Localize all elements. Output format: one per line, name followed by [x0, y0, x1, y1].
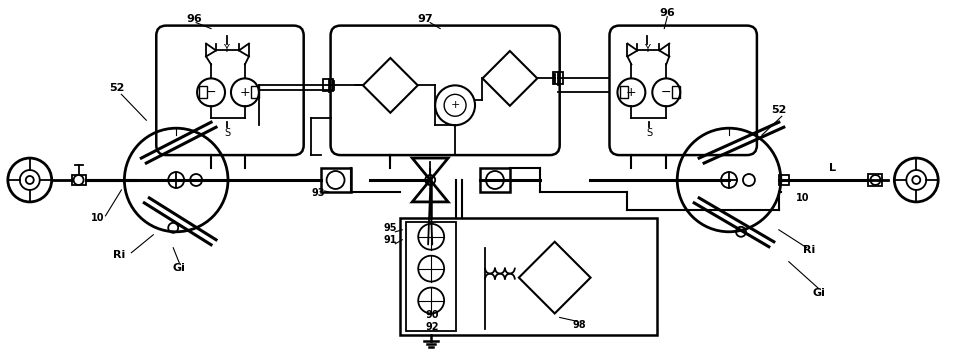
Text: 10: 10 [91, 213, 104, 223]
Bar [553, 72, 562, 84]
Bar [869, 174, 882, 186]
Text: Ri: Ri [803, 245, 815, 255]
Text: −: − [661, 86, 672, 99]
Text: 96: 96 [659, 8, 675, 18]
Bar [72, 175, 85, 185]
Text: +: + [627, 86, 637, 99]
Text: −: − [206, 86, 217, 99]
Text: Gi: Gi [172, 263, 186, 273]
Text: 10: 10 [796, 193, 810, 203]
Text: Y: Y [223, 44, 229, 54]
Text: 52: 52 [771, 105, 787, 115]
Bar [779, 175, 788, 185]
Text: +: + [450, 100, 460, 110]
Bar [621, 86, 628, 98]
Bar [480, 168, 510, 192]
Text: 93: 93 [312, 188, 326, 198]
Text: 52: 52 [109, 83, 125, 93]
Text: 90: 90 [425, 311, 439, 321]
Text: L: L [829, 163, 836, 173]
Bar [406, 222, 456, 332]
Text: Ri: Ri [113, 250, 125, 260]
Bar [321, 168, 351, 192]
Text: S: S [647, 128, 652, 138]
Text: 98: 98 [573, 321, 586, 331]
Bar [251, 86, 259, 98]
Text: 96: 96 [186, 13, 202, 24]
Text: S: S [224, 128, 230, 138]
Bar [400, 218, 657, 335]
Text: 92: 92 [425, 322, 439, 332]
Bar [673, 86, 680, 98]
Bar [199, 86, 207, 98]
Text: Y: Y [645, 44, 650, 54]
Text: Gi: Gi [812, 288, 825, 297]
Text: 95: 95 [383, 223, 398, 233]
Text: +: + [240, 86, 250, 99]
Bar [323, 80, 332, 91]
Text: 97: 97 [418, 13, 433, 24]
Text: 91: 91 [383, 235, 398, 245]
